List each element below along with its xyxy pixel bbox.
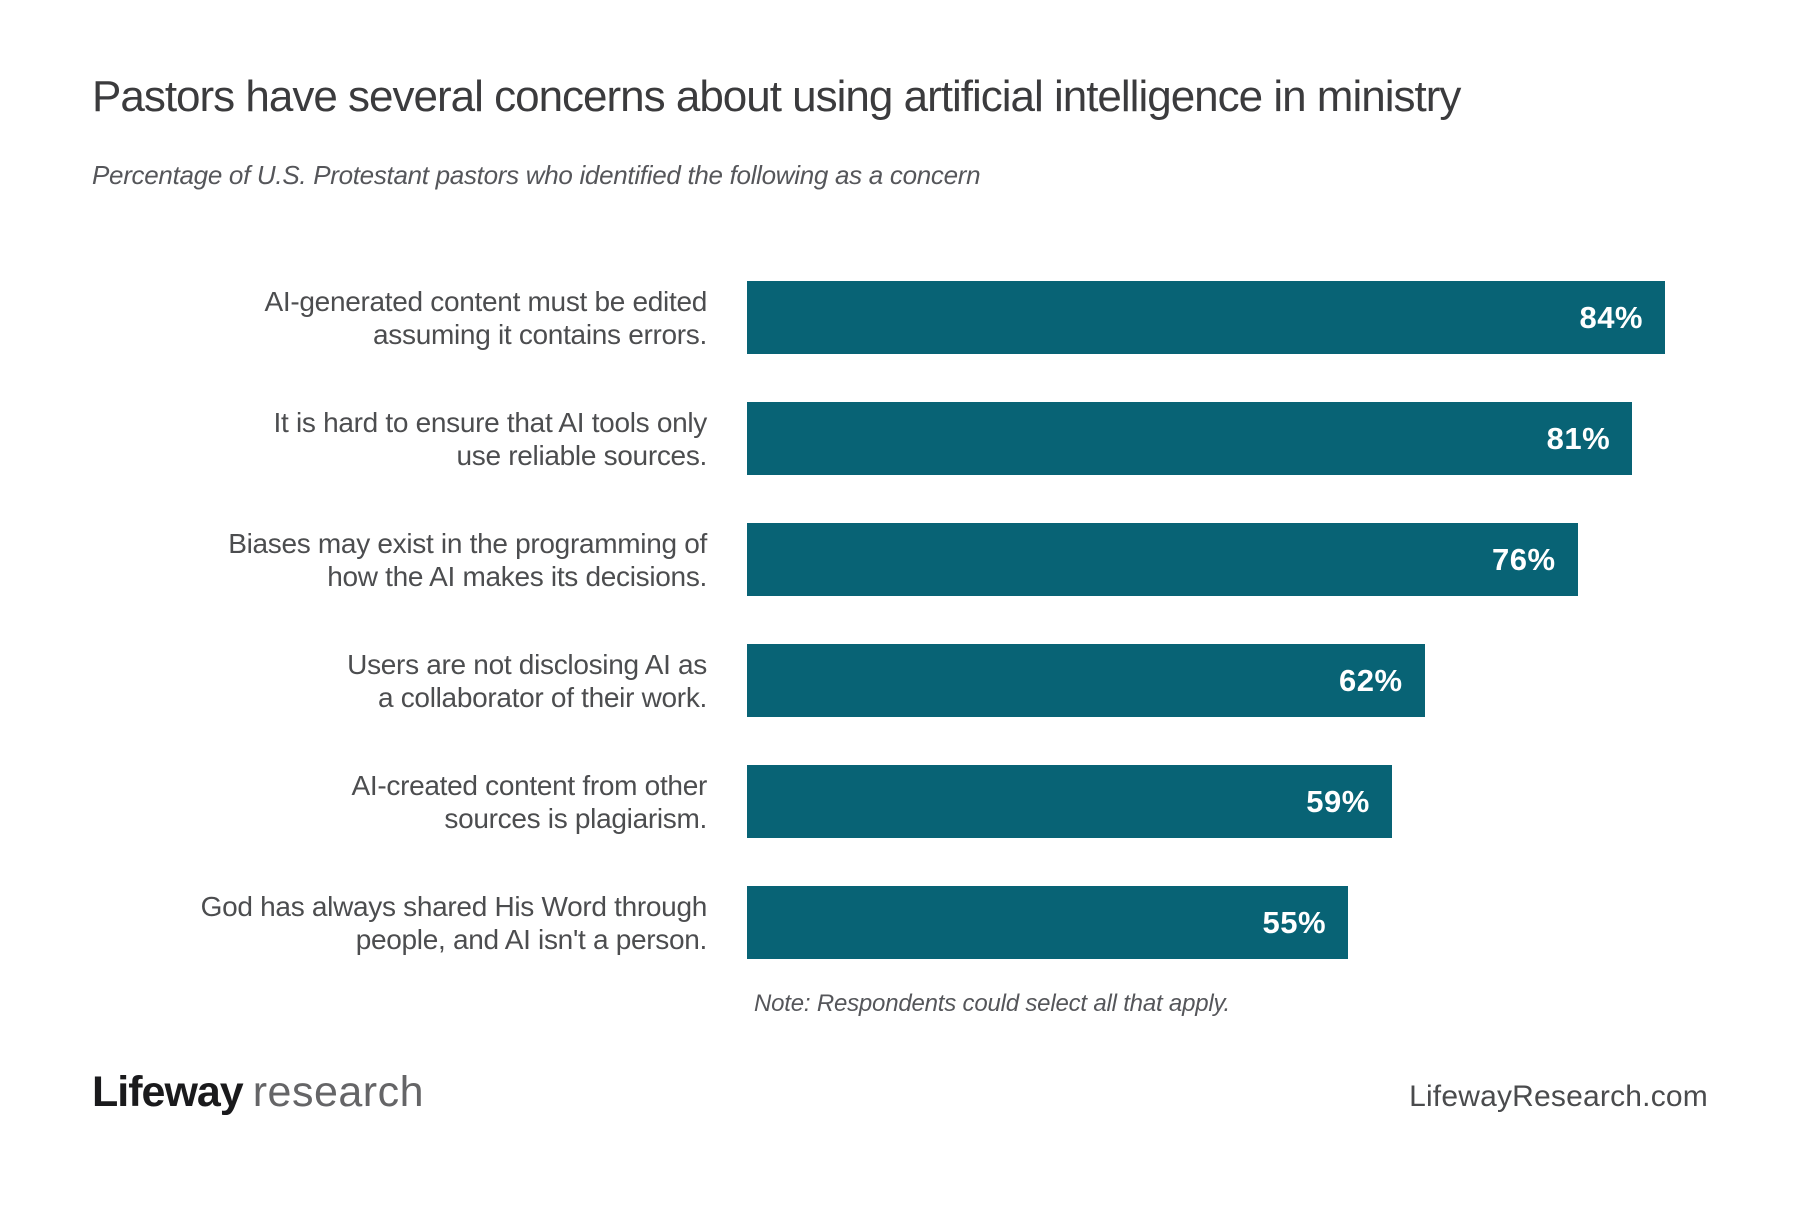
bar-value-label: 76% [1492,541,1556,577]
bar-category-label: AI-generated content must be edited assu… [92,285,747,351]
bar-category-label-line2: how the AI makes its decisions. [327,560,707,592]
bar: 76% [747,523,1578,596]
bar-category-label-line1: AI-generated content must be edited [264,285,708,317]
bar-category-label: AI-created content from other sources is… [92,769,747,835]
bar-category-label-line2: use reliable sources. [456,439,708,471]
bar-category-label: Users are not disclosing AI as a collabo… [92,648,747,714]
bar: 62% [747,644,1425,717]
bar-category-label-line1: It is hard to ensure that AI tools only [273,406,708,438]
logo-wordmark-lifeway: Lifeway [92,1068,244,1116]
logo-wordmark-research: research [252,1068,425,1116]
bar-value-label: 55% [1262,904,1327,940]
chart-row: Users are not disclosing AI as a collabo… [92,644,1712,717]
chart-subtitle: Percentage of U.S. Protestant pastors wh… [92,160,981,190]
chart-row: It is hard to ensure that AI tools only … [92,402,1712,475]
bar-category-label-line2: assuming it contains errors. [373,318,707,350]
bar: 84% [747,281,1665,354]
bar-category-label-line1: God has always shared His Word through [200,890,708,922]
bar-category-label-line2: a collaborator of their work. [377,681,707,713]
bar-category-label: It is hard to ensure that AI tools only … [92,406,747,472]
bar-category-label-line2: people, and AI isn't a person. [355,923,708,955]
chart-title: Pastors have several concerns about usin… [92,72,1461,121]
chart-row: God has always shared His Word through p… [92,886,1712,959]
bar-category-label: God has always shared His Word through p… [92,890,747,956]
bar: 59% [747,765,1392,838]
bar-category-label-line2: sources is plagiarism. [444,802,707,834]
website-url: LifewayResearch.com [1409,1080,1708,1113]
chart-row: AI-generated content must be edited assu… [92,281,1712,354]
bar-value-label: 62% [1339,662,1403,698]
lifeway-research-logo: Lifeway research [92,1068,424,1117]
bar-value-label: 84% [1579,299,1643,335]
bar-category-label-line1: AI-created content from other [351,769,708,801]
bar: 55% [747,886,1349,959]
bar-category-label-line1: Biases may exist in the programming of [228,527,707,559]
bar-category-label: Biases may exist in the programming of h… [92,527,747,593]
bar-value-label: 81% [1546,420,1611,456]
bar: 81% [747,402,1633,475]
bar-category-label-line1: Users are not disclosing AI as [347,648,707,680]
bar-value-label: 59% [1306,783,1370,819]
chart-row: Biases may exist in the programming of h… [92,523,1712,596]
chart-row: AI-created content from other sources is… [92,765,1712,838]
bar-chart: AI-generated content must be edited assu… [92,281,1712,1007]
chart-footnote: Note: Respondents could select all that … [754,990,1230,1017]
